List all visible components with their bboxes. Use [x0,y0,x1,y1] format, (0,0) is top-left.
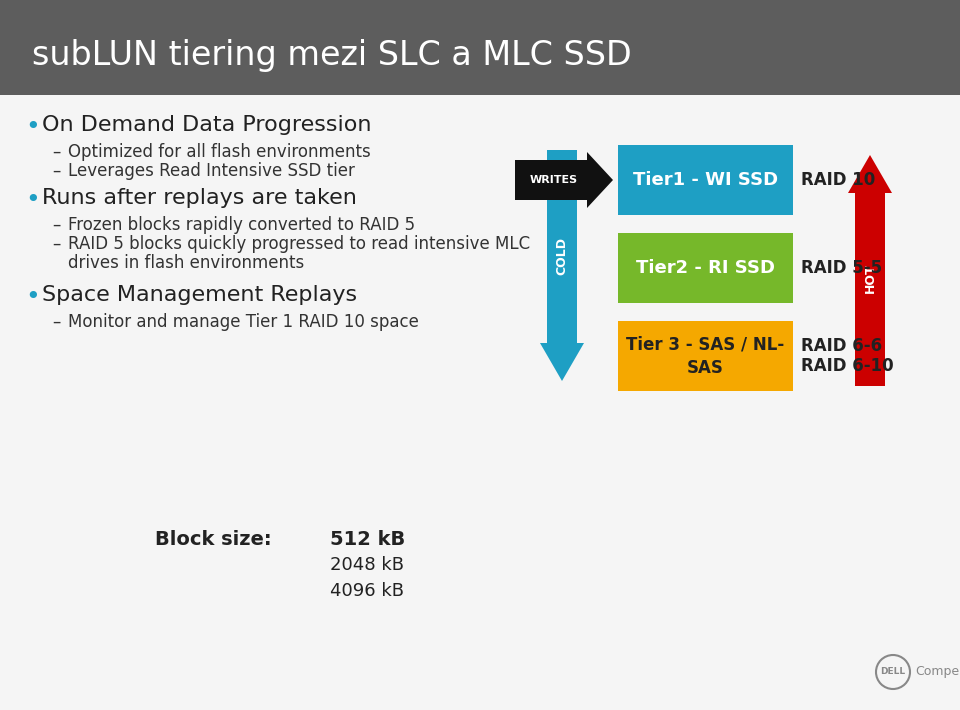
Bar [618,321,793,391]
Text: Leverages Read Intensive SSD tier: Leverages Read Intensive SSD tier [68,162,355,180]
Text: Compellent: Compellent [915,665,960,679]
Text: HOT: HOT [863,263,876,293]
Text: drives in flash environments: drives in flash environments [68,254,304,272]
Text: –: – [52,313,60,331]
Text: •: • [25,115,39,139]
Bar [618,145,793,215]
Text: 2048 kB: 2048 kB [330,556,404,574]
Text: Runs after replays are taken: Runs after replays are taken [42,188,357,208]
Text: –: – [52,216,60,234]
Text: –: – [52,162,60,180]
Text: On Demand Data Progression: On Demand Data Progression [42,115,372,135]
Text: RAID 5 blocks quickly progressed to read intensive MLC: RAID 5 blocks quickly progressed to read… [68,235,530,253]
Text: Block size:: Block size: [155,530,272,549]
Text: RAID 5-5: RAID 5-5 [801,259,882,277]
FancyArrow shape [848,155,892,386]
Text: 512 kB: 512 kB [330,530,405,549]
Text: –: – [52,235,60,253]
FancyArrow shape [515,152,613,208]
Text: Tier2 - RI SSD: Tier2 - RI SSD [636,259,775,277]
Text: Frozen blocks rapidly converted to RAID 5: Frozen blocks rapidly converted to RAID … [68,216,415,234]
Text: Tier 3 - SAS / NL-
SAS: Tier 3 - SAS / NL- SAS [626,335,784,377]
Text: RAID 6-6: RAID 6-6 [801,337,882,355]
Text: COLD: COLD [556,237,568,275]
Bar [618,233,793,303]
Bar [0,0,960,95]
Text: WRITES: WRITES [529,175,578,185]
Text: •: • [25,188,39,212]
Text: Space Management Replays: Space Management Replays [42,285,357,305]
Text: subLUN tiering mezi SLC a MLC SSD: subLUN tiering mezi SLC a MLC SSD [32,40,632,72]
Text: RAID 10: RAID 10 [801,171,876,189]
Text: Optimized for all flash environments: Optimized for all flash environments [68,143,371,161]
Text: Monitor and manage Tier 1 RAID 10 space: Monitor and manage Tier 1 RAID 10 space [68,313,419,331]
FancyArrow shape [540,150,584,381]
Text: DELL: DELL [880,667,905,677]
Text: •: • [25,285,39,309]
Text: Tier1 - WI SSD: Tier1 - WI SSD [633,171,778,189]
Text: 4096 kB: 4096 kB [330,582,404,600]
Text: RAID 6-10: RAID 6-10 [801,357,894,375]
Text: –: – [52,143,60,161]
